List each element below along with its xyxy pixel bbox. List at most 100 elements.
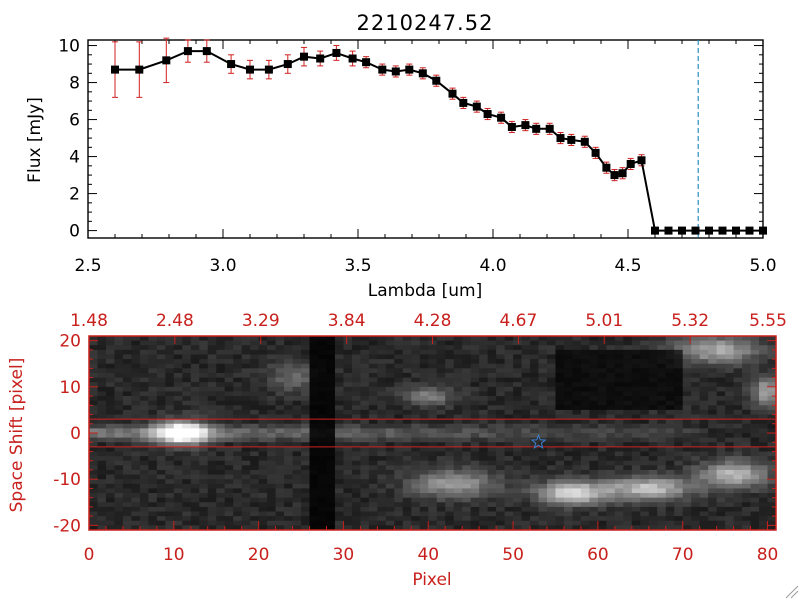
image-pixel [233,336,243,342]
image-pixel [708,414,718,420]
image-pixel [479,428,489,434]
image-pixel [479,349,489,355]
image-pixel [614,506,624,512]
image-pixel [309,377,319,383]
image-pixel [275,414,285,420]
image-pixel [394,428,404,434]
image-pixel [411,345,421,351]
data-point [316,54,325,63]
image-pixel [547,386,556,392]
image-pixel [351,340,361,346]
image-pixel [623,354,633,360]
image-pixel [453,391,463,397]
image-pixel [301,488,310,494]
image-pixel [360,442,370,448]
image-pixel [453,451,463,457]
image-pixel [487,349,497,355]
image-pixel [241,354,251,360]
image-pixel [631,437,641,443]
image-pixel [691,493,701,499]
data-point [362,58,371,67]
image-pixel [640,456,650,462]
image-pixel [258,336,268,342]
image-pixel [674,520,684,526]
image-pixel [674,433,684,439]
image-pixel [385,433,395,439]
image-pixel [530,469,539,475]
image-pixel [453,414,463,420]
image-pixel [428,354,438,360]
image-pixel [691,354,701,360]
image-pixel [394,433,404,439]
image-pixel [479,386,489,392]
image-pixel [547,405,556,411]
image-pixel [182,363,192,369]
image-pixel [513,451,522,457]
image-pixel [292,442,302,448]
image-pixel [521,363,531,369]
image-pixel [377,377,387,383]
image-pixel [224,446,234,452]
image-pixel [640,488,650,494]
image-pixel [521,511,531,517]
resize-grip-icon[interactable] [785,585,799,599]
image-pixel [597,354,607,360]
image-pixel [631,442,641,448]
image-pixel [597,474,607,480]
image-pixel [436,419,446,425]
image-pixel [580,497,590,503]
image-pixel [241,409,251,415]
image-pixel [182,349,192,355]
image-pixel [691,488,701,494]
image-pixel [462,493,472,499]
image-pixel [411,511,421,517]
image-pixel [513,488,522,494]
image-pixel [725,525,734,531]
image-pixel [216,409,226,415]
image-pixel [572,479,582,485]
image-pixel [555,423,565,429]
image-pixel [122,511,132,517]
image-pixel [648,414,658,420]
image-pixel [470,377,480,383]
image-pixel [623,437,633,443]
image-pixel [156,456,166,462]
image-pixel [182,460,192,466]
image-pixel [267,488,276,494]
image-pixel [309,437,319,443]
image-pixel [623,414,633,420]
image-pixel [258,372,268,378]
image-pixel [156,483,166,489]
image-pixel [572,433,582,439]
image-pixel [139,382,149,388]
image-pixel [301,516,310,522]
image-pixel [216,433,226,439]
image-pixel [267,493,276,499]
image-pixel [258,423,268,429]
image-pixel [165,493,175,499]
image-pixel [606,368,616,374]
image-pixel [156,488,166,494]
image-pixel [131,520,141,526]
image-pixel [445,516,455,522]
image-pixel [156,359,166,365]
image-pixel [284,428,293,434]
image-pixel [334,419,344,425]
image-pixel [122,460,132,466]
image-pixel [89,493,98,499]
image-pixel [648,493,658,499]
image-pixel [563,451,573,457]
image-pixel [733,483,743,489]
image-pixel [89,451,98,457]
image-pixel [411,451,421,457]
image-pixel [89,488,98,494]
image-pixel [487,345,497,351]
image-pixel [733,493,743,499]
image-pixel [699,423,709,429]
image-pixel [284,377,293,383]
image-pixel [580,474,590,480]
image-pixel [572,511,582,517]
image-pixel [402,382,412,388]
image-pixel [309,382,319,388]
image-pixel [462,414,472,420]
